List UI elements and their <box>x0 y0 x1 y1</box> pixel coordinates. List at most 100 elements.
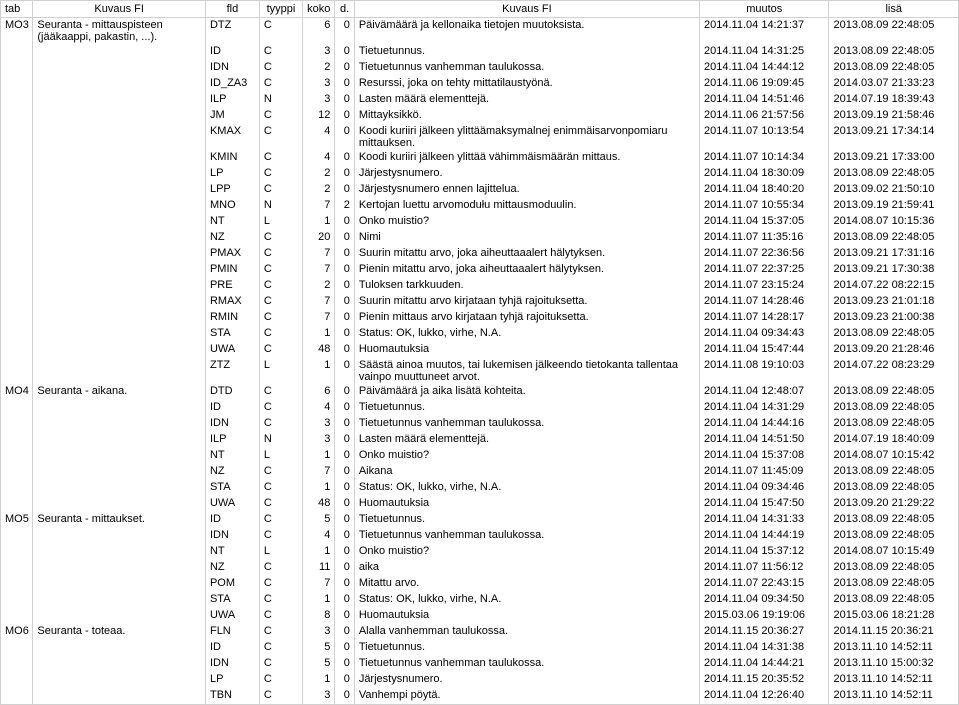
cell-tyyppi: C <box>259 294 302 310</box>
cell-tyyppi: L <box>259 214 302 230</box>
cell-d: 0 <box>335 182 354 198</box>
cell-tyyppi: C <box>259 512 302 528</box>
cell-koko: 3 <box>303 416 335 432</box>
cell-tyyppi: C <box>259 246 302 262</box>
cell-lisa: 2014.08.07 10:15:49 <box>829 544 959 560</box>
cell-lisa: 2013.09.20 21:28:46 <box>829 342 959 358</box>
cell-lisa: 2013.09.02 21:50:10 <box>829 182 959 198</box>
cell-kuvaus2: Onko muistio? <box>354 544 699 560</box>
cell-tab <box>1 608 33 624</box>
cell-lisa: 2013.09.21 17:34:14 <box>829 124 959 150</box>
cell-kuvaus1 <box>33 310 206 326</box>
cell-kuvaus2: Huomautuksia <box>354 342 699 358</box>
cell-tab <box>1 214 33 230</box>
cell-tab <box>1 310 33 326</box>
cell-kuvaus1 <box>33 576 206 592</box>
cell-d: 0 <box>335 544 354 560</box>
cell-tab <box>1 464 33 480</box>
cell-kuvaus1 <box>33 544 206 560</box>
table-row: KMINC40Koodi kuriiri jälkeen ylittää väh… <box>1 150 959 166</box>
cell-fld: MNO <box>205 198 259 214</box>
cell-muutos: 2014.11.04 09:34:50 <box>700 592 829 608</box>
cell-koko: 1 <box>303 326 335 342</box>
cell-muutos: 2014.11.04 14:51:50 <box>700 432 829 448</box>
cell-lisa: 2013.08.09 22:48:05 <box>829 560 959 576</box>
cell-muutos: 2014.11.07 11:35:16 <box>700 230 829 246</box>
cell-tyyppi: C <box>259 640 302 656</box>
cell-kuvaus1 <box>33 496 206 512</box>
cell-tab <box>1 166 33 182</box>
cell-kuvaus2: Alalla vanhemman taulukossa. <box>354 624 699 640</box>
table-row: TBNC30Vanhempi pöytä.2014.11.04 12:26:40… <box>1 688 959 705</box>
table-row: KMAXC40Koodi kuriiri jälkeen ylittäämaks… <box>1 124 959 150</box>
table-row: ILPN30Lasten määrä elementtejä.2014.11.0… <box>1 432 959 448</box>
cell-lisa: 2014.08.07 10:15:42 <box>829 448 959 464</box>
cell-muutos: 2014.11.15 20:36:27 <box>700 624 829 640</box>
cell-kuvaus2: Tietuetunnus. <box>354 44 699 60</box>
table-row: IDNC40Tietuetunnus vanhemman taulukossa.… <box>1 528 959 544</box>
cell-fld: UWA <box>205 608 259 624</box>
cell-d: 0 <box>335 310 354 326</box>
table-row: STAC10Status: OK, lukko, virhe, N.A.2014… <box>1 480 959 496</box>
cell-muutos: 2014.11.07 11:45:09 <box>700 464 829 480</box>
cell-fld: NT <box>205 544 259 560</box>
cell-muutos: 2014.11.07 11:56:12 <box>700 560 829 576</box>
cell-kuvaus1 <box>33 640 206 656</box>
cell-muutos: 2014.11.04 12:48:07 <box>700 384 829 400</box>
cell-lisa: 2013.09.19 21:58:46 <box>829 108 959 124</box>
cell-koko: 7 <box>303 464 335 480</box>
cell-koko: 6 <box>303 18 335 45</box>
cell-kuvaus2: Mittayksikkö. <box>354 108 699 124</box>
cell-muutos: 2014.11.04 14:44:21 <box>700 656 829 672</box>
cell-muutos: 2014.11.04 14:44:19 <box>700 528 829 544</box>
table-row: IDC40Tietuetunnus.2014.11.04 14:31:29201… <box>1 400 959 416</box>
cell-tyyppi: C <box>259 166 302 182</box>
cell-muutos: 2015.03.06 19:19:06 <box>700 608 829 624</box>
cell-d: 0 <box>335 358 354 384</box>
cell-kuvaus2: Onko muistio? <box>354 214 699 230</box>
cell-fld: LPP <box>205 182 259 198</box>
cell-tab <box>1 92 33 108</box>
cell-fld: NZ <box>205 230 259 246</box>
cell-kuvaus2: Nimi <box>354 230 699 246</box>
cell-fld: STA <box>205 326 259 342</box>
cell-tab <box>1 688 33 705</box>
cell-koko: 3 <box>303 432 335 448</box>
cell-kuvaus1 <box>33 416 206 432</box>
cell-d: 0 <box>335 592 354 608</box>
cell-fld: NZ <box>205 464 259 480</box>
cell-d: 0 <box>335 560 354 576</box>
cell-tyyppi: C <box>259 672 302 688</box>
cell-muutos: 2014.11.07 14:28:17 <box>700 310 829 326</box>
cell-kuvaus1 <box>33 608 206 624</box>
cell-d: 0 <box>335 608 354 624</box>
cell-muutos: 2014.11.07 23:15:24 <box>700 278 829 294</box>
cell-lisa: 2014.07.19 18:39:43 <box>829 92 959 108</box>
table-row: MNON72Kertojan luettu arvomodułu mittaus… <box>1 198 959 214</box>
cell-kuvaus1: Seuranta - mittauspisteen (jääkaappi, pa… <box>33 18 206 45</box>
cell-muutos: 2014.11.07 22:37:25 <box>700 262 829 278</box>
cell-lisa: 2013.09.19 21:59:41 <box>829 198 959 214</box>
cell-muutos: 2014.11.07 10:55:34 <box>700 198 829 214</box>
cell-lisa: 2013.08.09 22:48:05 <box>829 576 959 592</box>
table-row: PREC20Tuloksen tarkkuuden.2014.11.07 23:… <box>1 278 959 294</box>
cell-kuvaus1 <box>33 464 206 480</box>
cell-tab <box>1 230 33 246</box>
cell-muutos: 2014.11.04 15:37:08 <box>700 448 829 464</box>
cell-tyyppi: L <box>259 448 302 464</box>
cell-lisa: 2013.08.09 22:48:05 <box>829 512 959 528</box>
cell-fld: NT <box>205 448 259 464</box>
cell-d: 0 <box>335 60 354 76</box>
cell-kuvaus1 <box>33 480 206 496</box>
cell-d: 0 <box>335 576 354 592</box>
cell-koko: 48 <box>303 496 335 512</box>
cell-lisa: 2013.08.09 22:48:05 <box>829 326 959 342</box>
cell-kuvaus2: Status: OK, lukko, virhe, N.A. <box>354 480 699 496</box>
cell-tab <box>1 448 33 464</box>
cell-muutos: 2014.11.15 20:35:52 <box>700 672 829 688</box>
cell-kuvaus2: Tuloksen tarkkuuden. <box>354 278 699 294</box>
cell-koko: 2 <box>303 278 335 294</box>
cell-koko: 4 <box>303 528 335 544</box>
cell-tyyppi: C <box>259 310 302 326</box>
cell-lisa: 2013.09.21 17:30:38 <box>829 262 959 278</box>
